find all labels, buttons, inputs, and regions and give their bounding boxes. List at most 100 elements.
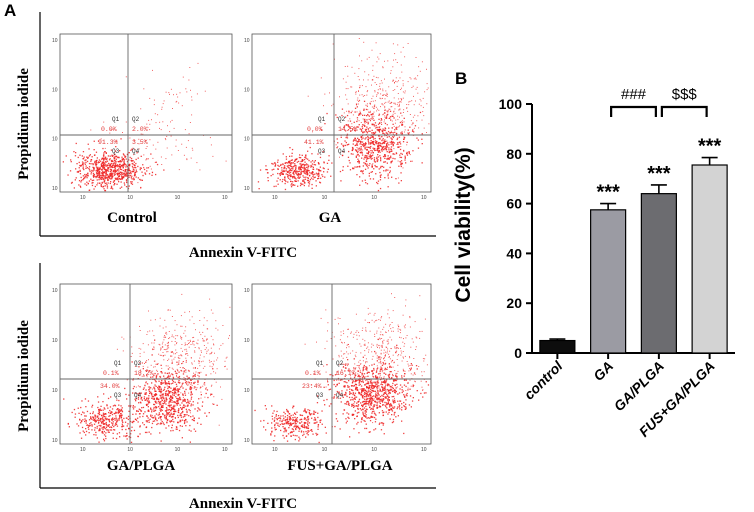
flow-y-tick: 10 xyxy=(52,438,58,444)
flow-x-tick: 10 xyxy=(127,195,133,201)
quadrant-q2-percent: 2.0% xyxy=(132,126,148,133)
quadrant-label-q4: Q4 xyxy=(134,392,142,399)
quadrant-label-q1: Q1 xyxy=(316,360,324,367)
flow-cytometry-plots: 10 10 10 10 10 10 10 10 Q1 Q2 Q3 Q4 0.0% 2.0% 91.3% 3.5… xyxy=(52,33,432,474)
quadrant-label-q2: Q2 xyxy=(132,116,140,123)
bar-fus-ga-plga xyxy=(691,164,728,354)
comparison-label: ### xyxy=(621,86,647,103)
flow-x-tick: 10 xyxy=(80,195,86,201)
flow-y-tick: 10 xyxy=(244,87,250,93)
flow-x-tick: 10 xyxy=(175,447,181,453)
flow-plot-2: 10 10 10 10 10 10 10 10 Q1 Q2 Q3 Q4 0.0% 14.5% 41.1% GA xyxy=(244,33,432,226)
flow-y-tick: 10 xyxy=(244,338,250,344)
flow-x-tick: 10 xyxy=(371,447,377,453)
quadrant-label-q1: Q1 xyxy=(114,360,122,367)
flow-x-tick: 10 xyxy=(272,195,278,201)
quadrant-label-q4: Q4 xyxy=(132,148,140,155)
flow-plot-frame xyxy=(251,33,432,193)
panel-b-letter: B xyxy=(455,69,467,88)
category-label: GA xyxy=(590,358,616,384)
significance-stars: *** xyxy=(596,182,620,204)
quadrant-label-q3: Q3 xyxy=(318,148,326,155)
flow-plot-name: Control xyxy=(107,210,157,226)
panel-a-bottom-group xyxy=(39,263,436,489)
flow-y-tick: 10 xyxy=(52,288,58,294)
panel-a-top-group xyxy=(39,12,436,237)
flow-y-tick: 10 xyxy=(52,186,58,192)
quadrant-q1-percent: 0.1% xyxy=(103,370,119,377)
flow-plot-4: 10 10 10 10 10 10 10 10 Q1 Q2 Q3 Q4 0.1% 16.1% 23.4% FU… xyxy=(244,283,432,474)
quadrant-label-q2: Q2 xyxy=(134,360,142,367)
quadrant-label-q4: Q4 xyxy=(338,148,346,155)
quadrant-q3-percent: 41.1% xyxy=(304,139,324,146)
quadrant-label-q4: Q4 xyxy=(336,392,344,399)
comparison-bracket: ### xyxy=(610,86,657,117)
flow-plot-1: 10 10 10 10 10 10 10 10 Q1 Q2 Q3 Q4 0.0% 2.0% 91.3% 3.5… xyxy=(52,33,233,226)
quadrant-q1-percent: 0.1% xyxy=(305,370,321,377)
flow-x-tick: 10 xyxy=(322,195,328,201)
flow-x-tick: 10 xyxy=(222,195,228,201)
quadrant-q3-percent: 34.0% xyxy=(100,383,120,390)
comparison-bracket: $$$ xyxy=(660,86,708,117)
flow-y-tick: 10 xyxy=(52,338,58,344)
panel-a-bottom-y-label: Propidium iodide xyxy=(16,320,32,432)
flow-x-tick: 10 xyxy=(322,447,328,453)
flow-y-tick: 10 xyxy=(52,137,58,143)
y-axis-label: Cell viability(%) xyxy=(452,147,475,302)
flow-y-tick: 10 xyxy=(244,186,250,192)
quadrant-label-q3: Q3 xyxy=(316,392,324,399)
flow-y-tick: 10 xyxy=(244,137,250,143)
bar-ga-plga xyxy=(640,193,677,354)
bar-ga xyxy=(590,209,627,354)
flow-x-tick: 10 xyxy=(421,447,427,453)
panel-a-letter: A xyxy=(4,1,16,20)
y-tick-label: 100 xyxy=(499,96,523,112)
y-tick-label: 80 xyxy=(506,146,522,162)
panel-a-top-x-label: Annexin V-FITC xyxy=(189,245,297,261)
quadrant-label-q2: Q2 xyxy=(338,116,346,123)
quadrant-q2-percent: 18.2% xyxy=(134,370,154,377)
flow-plot-3: 10 10 10 10 10 10 10 10 Q1 Q2 Q3 Q4 0.1% 18.2% 34.0% GA… xyxy=(52,283,233,474)
flow-plot-name: GA xyxy=(319,210,342,226)
quadrant-label-q1: Q1 xyxy=(318,116,326,123)
panel-a-bottom-x-label: Annexin V-FITC xyxy=(189,496,297,512)
quadrant-q1-percent: 0.0% xyxy=(101,126,117,133)
flow-y-tick: 10 xyxy=(244,388,250,394)
bar-control xyxy=(539,339,576,354)
flow-y-tick: 10 xyxy=(52,87,58,93)
flow-y-tick: 10 xyxy=(244,438,250,444)
flow-plot-dots xyxy=(257,38,430,192)
flow-x-tick: 10 xyxy=(222,447,228,453)
significance-stars: *** xyxy=(647,163,671,185)
quadrant-label-q2: Q2 xyxy=(336,360,344,367)
bracket-line xyxy=(660,105,708,117)
y-tick-label: 0 xyxy=(514,345,522,361)
y-tick-label: 60 xyxy=(506,196,522,212)
flow-y-tick: 10 xyxy=(52,38,58,44)
flow-x-tick: 10 xyxy=(175,195,181,201)
quadrant-q2-percent: 14.5% xyxy=(338,126,358,133)
flow-plot-frame xyxy=(59,283,233,445)
flow-plot-name: GA/PLGA xyxy=(107,458,176,474)
flow-y-tick: 10 xyxy=(244,38,250,44)
flow-plot-name: FUS+GA/PLGA xyxy=(287,458,392,474)
flow-plot-frame xyxy=(59,33,233,193)
flow-x-tick: 10 xyxy=(80,447,86,453)
quadrant-label-q1: Q1 xyxy=(112,116,120,123)
quadrant-label-q3: Q3 xyxy=(112,148,120,155)
flow-x-tick: 10 xyxy=(127,447,133,453)
flow-x-tick: 10 xyxy=(272,447,278,453)
flow-y-tick: 10 xyxy=(52,388,58,394)
y-tick-label: 20 xyxy=(506,295,522,311)
quadrant-q1-percent: 0.0% xyxy=(307,126,323,133)
quadrant-q3-percent: 23.4% xyxy=(302,383,322,390)
bracket-line xyxy=(610,105,657,117)
significance-stars: *** xyxy=(698,136,722,158)
flow-plot-dots xyxy=(62,62,227,192)
flow-y-tick: 10 xyxy=(244,288,250,294)
quadrant-q3-percent: 91.3% xyxy=(98,139,118,146)
quadrant-label-q3: Q3 xyxy=(114,392,122,399)
flow-x-tick: 10 xyxy=(371,195,377,201)
